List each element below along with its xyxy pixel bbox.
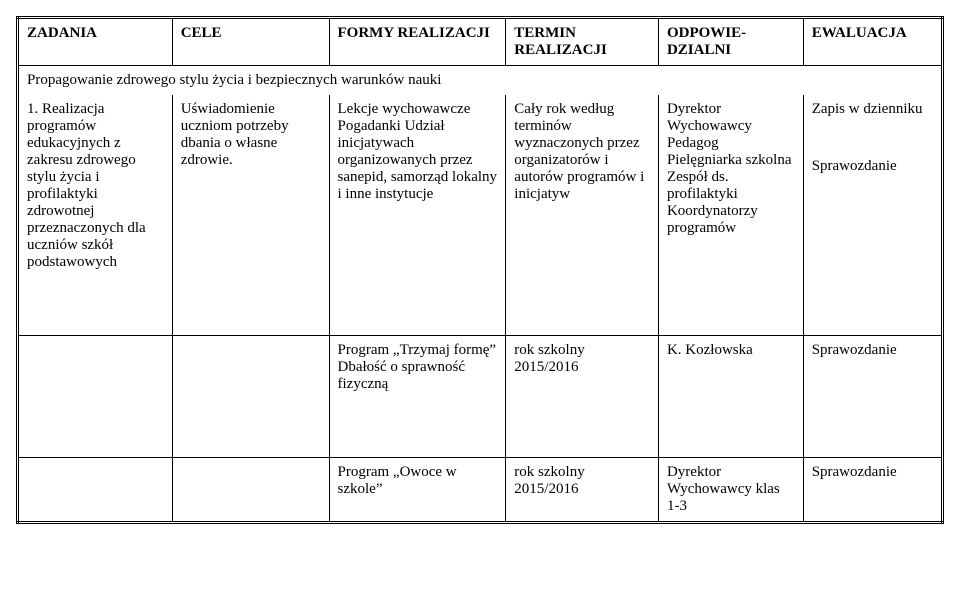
spacer-row [18,277,943,336]
spacer [812,118,933,158]
cell-formy: Lekcje wychowawcze Pogadanki Udział inic… [329,95,506,277]
cell-ewaluacja: Sprawozdanie [803,458,942,523]
cell-termin: rok szkolny 2015/2016 [506,458,659,523]
table-row: 1. Realizacja programów edukacyjnych z z… [18,95,943,277]
plan-table: ZADANIA CELE FORMY REALIZACJI TERMIN REA… [16,16,944,524]
cell-cele-empty [172,458,329,523]
ewaluacja-line1: Zapis w dzienniku [812,101,933,118]
cell-formy: Program „Owoce w szkole” [329,458,506,523]
cell-ewaluacja: Sprawozdanie [803,336,942,400]
cell-cele-empty [172,336,329,400]
cell-termin: Cały rok według terminów wyznaczonych pr… [506,95,659,277]
cell-zadania-empty [18,336,173,400]
cell-zadania: 1. Realizacja programów edukacyjnych z z… [18,95,173,277]
header-termin: TERMIN REALIZACJI [506,18,659,66]
cell-odpowiedzialni: K. Kozłowska [658,336,803,400]
section-title: Propagowanie zdrowego stylu życia i bezp… [18,66,943,96]
cell-formy: Program „Trzymaj formę” Dbałość o sprawn… [329,336,506,400]
section-title-row: Propagowanie zdrowego stylu życia i bezp… [18,66,943,96]
cell-zadania-empty [18,458,173,523]
table-row: Program „Trzymaj formę” Dbałość o sprawn… [18,336,943,400]
cell-ewaluacja: Zapis w dzienniku Sprawozdanie [803,95,942,277]
cell-odpowiedzialni: Dyrektor Wychowawcy klas 1-3 [658,458,803,523]
cell-termin: rok szkolny 2015/2016 [506,336,659,400]
table-header-row: ZADANIA CELE FORMY REALIZACJI TERMIN REA… [18,18,943,66]
table-row: Program „Owoce w szkole” rok szkolny 201… [18,458,943,523]
header-ewaluacja: EWALUACJA [803,18,942,66]
header-formy: FORMY REALIZACJI [329,18,506,66]
header-zadania: ZADANIA [18,18,173,66]
header-cele: CELE [172,18,329,66]
header-odpowiedzialni: ODPOWIE-DZIALNI [658,18,803,66]
cell-odpowiedzialni: Dyrektor Wychowawcy Pedagog Pielęgniarka… [658,95,803,277]
ewaluacja-line2: Sprawozdanie [812,158,933,175]
cell-cele: Uświadomienie uczniom potrzeby dbania o … [172,95,329,277]
spacer-row [18,399,943,458]
